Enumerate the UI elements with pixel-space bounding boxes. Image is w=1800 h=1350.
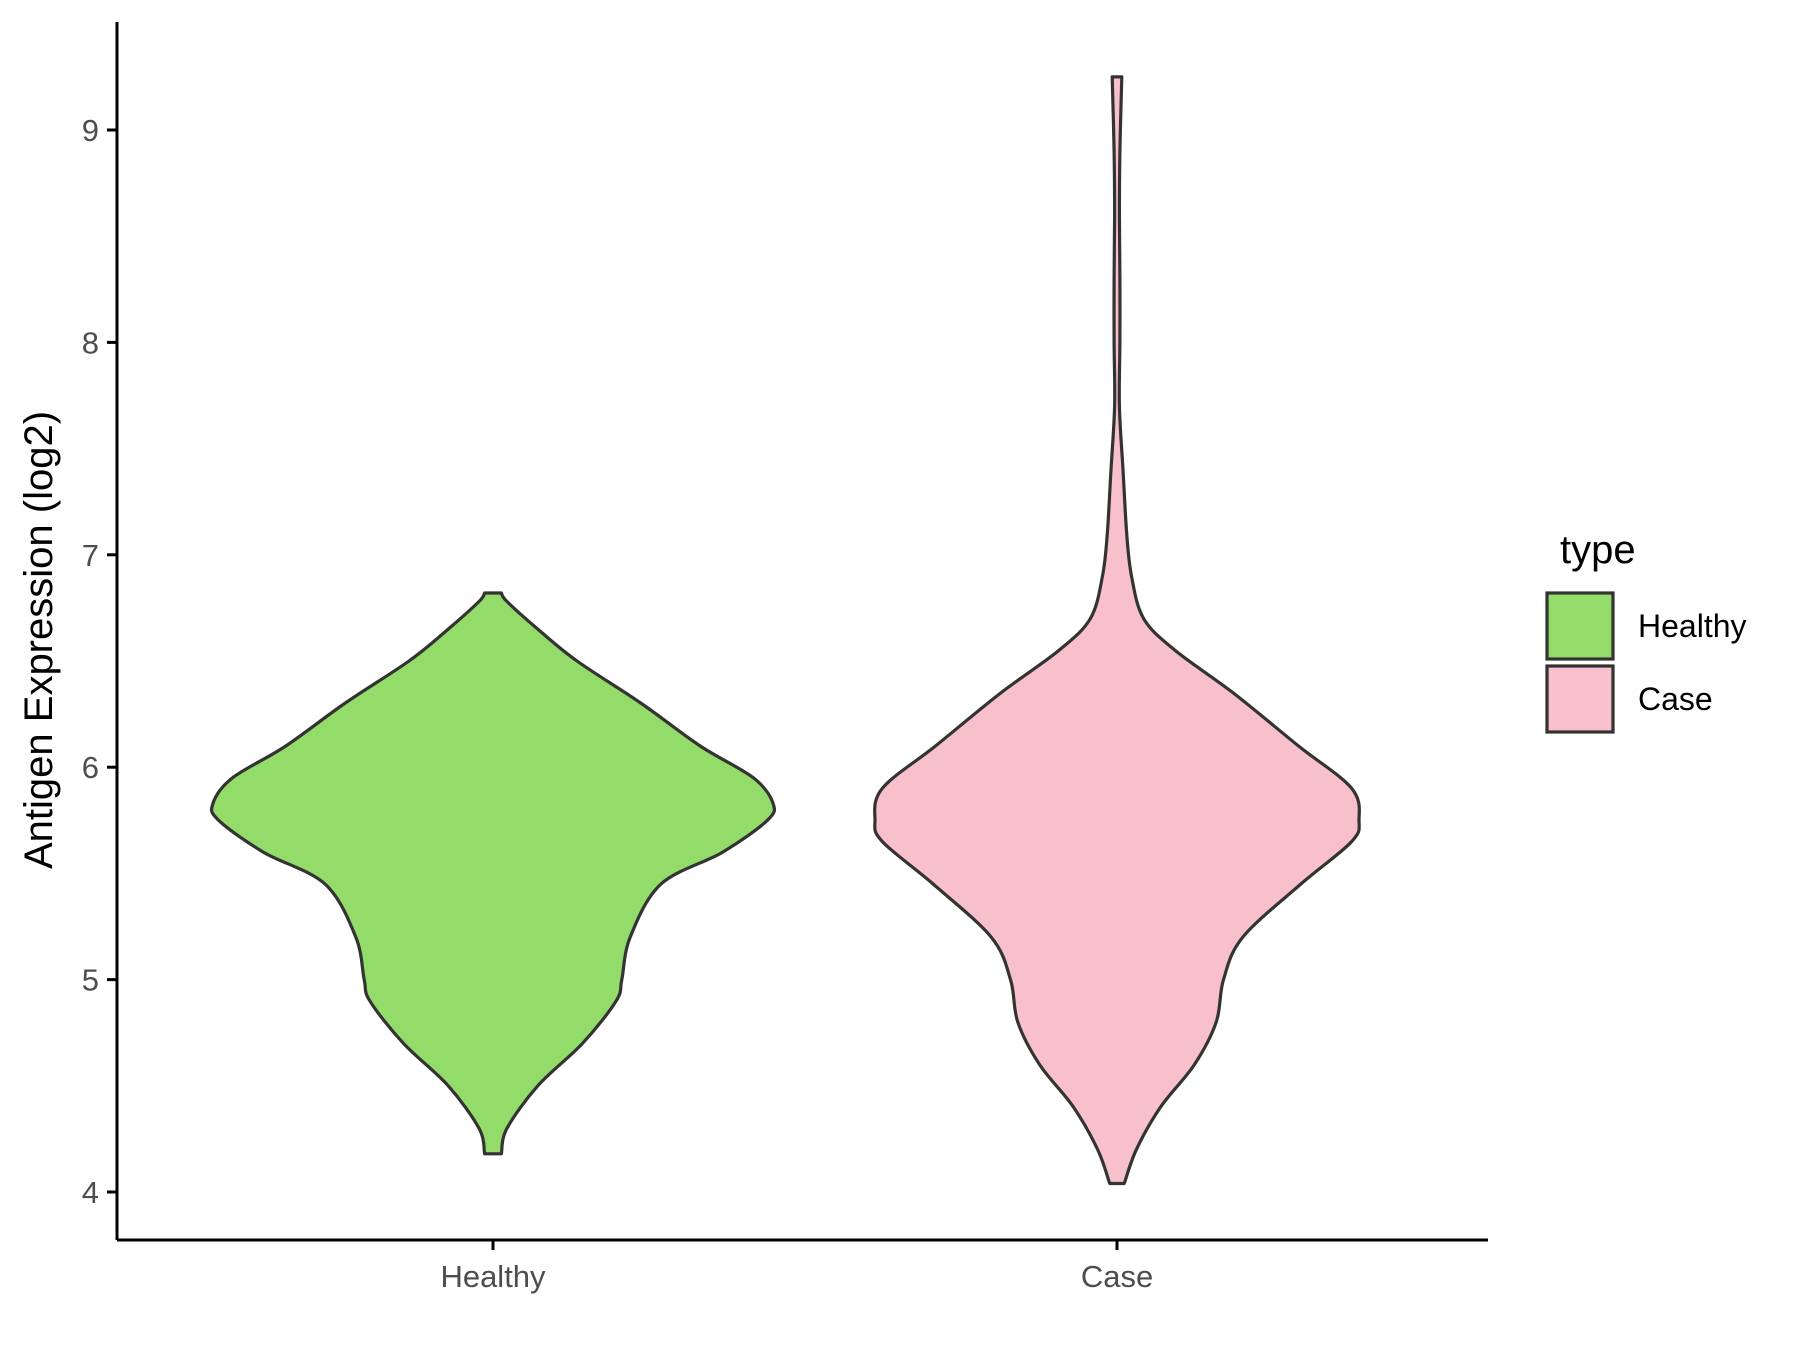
- y-tick-label: 6: [82, 750, 99, 785]
- y-ticks: 4 5 6 7 8 9: [82, 113, 117, 1210]
- x-ticks: Healthy Case: [440, 1240, 1153, 1294]
- axes-layer: 4 5 6 7 8 9 Healthy Case Antigen Expression (l…: [17, 22, 1488, 1294]
- legend: type Healthy Case: [1545, 528, 1747, 734]
- violin-healthy: [209, 591, 777, 1156]
- x-tick-label: Case: [1081, 1259, 1153, 1294]
- y-axis-title: Antigen Expression (log2): [17, 411, 61, 869]
- legend-items: Healthy Case: [1545, 591, 1747, 734]
- x-tick-label: Healthy: [440, 1259, 546, 1294]
- y-tick-label: 8: [82, 325, 99, 360]
- legend-swatch-healthy: [1545, 591, 1615, 661]
- legend-label-case: Case: [1638, 681, 1713, 717]
- y-tick-label: 5: [82, 963, 99, 998]
- y-tick-label: 4: [82, 1175, 99, 1210]
- y-tick-label: 7: [82, 538, 99, 573]
- legend-title: type: [1560, 528, 1636, 572]
- legend-swatch-case: [1545, 664, 1615, 734]
- legend-label-healthy: Healthy: [1638, 608, 1747, 644]
- y-tick-label: 9: [82, 113, 99, 148]
- violin-layer: [209, 75, 1361, 1186]
- violin-case: [873, 75, 1361, 1186]
